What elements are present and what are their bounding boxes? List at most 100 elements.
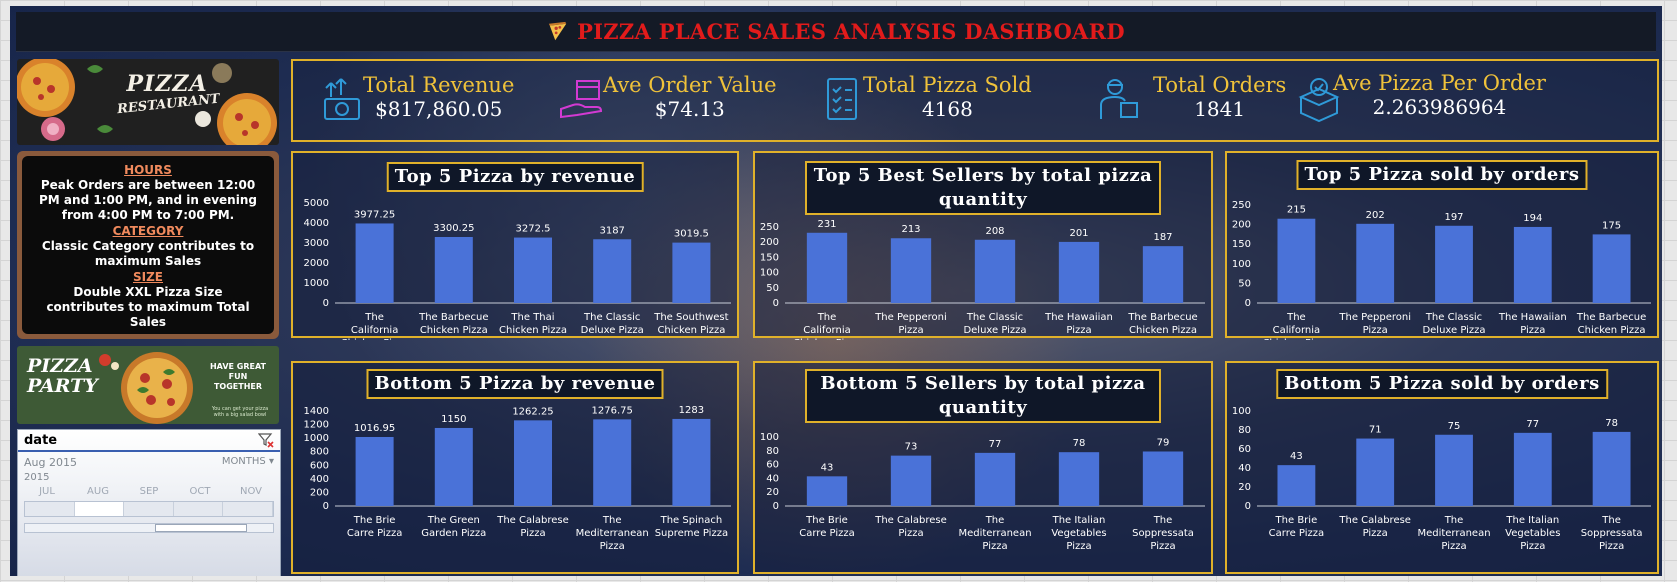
chart-bottom-orders: Bottom 5 Pizza sold by orders 0 20 40 60 80 1…	[1225, 361, 1659, 574]
y-tick-label: 0	[1245, 501, 1251, 512]
insights-panel: HOURS Peak Orders are between 12:00 PM a…	[17, 151, 279, 339]
y-tick-label: 20	[766, 487, 779, 498]
pizza-party-illustration	[99, 352, 193, 424]
kpi-ave-order-value: Ave Order Value $74.13	[603, 73, 777, 121]
bar	[1513, 432, 1552, 506]
chart-svg: 0 1000 2000 3000 4000 5000 3977.25 The Californi…	[304, 198, 731, 340]
category-label: California	[803, 325, 851, 336]
bar	[1435, 225, 1473, 303]
category-label: Soppressata	[1132, 528, 1194, 539]
chart-title: Top 5 Pizza by revenue	[386, 162, 644, 192]
y-tick-label: 50	[1238, 278, 1251, 289]
timeline-period-bar[interactable]	[24, 501, 274, 517]
category-label: The Italian	[1505, 515, 1559, 526]
category-label: The	[364, 312, 384, 323]
category-label: Deluxe Pizza	[1422, 325, 1485, 336]
y-tick-label: 150	[760, 252, 779, 263]
category-label: Soppressata	[1581, 528, 1643, 539]
category-label: The Thai	[510, 312, 554, 323]
y-tick-label: 0	[1245, 298, 1251, 309]
data-label: 71	[1369, 425, 1382, 436]
kpi-label: Total Orders	[1153, 73, 1287, 97]
data-label: 3977.25	[354, 209, 395, 220]
timeline-scrollbar[interactable]	[24, 523, 274, 533]
chart-title: Top 5 Pizza sold by orders	[1296, 160, 1588, 190]
y-tick-label: 1000	[304, 278, 329, 289]
hours-text: Peak Orders are between 12:00 PM and 1:0…	[39, 178, 257, 222]
category-label: The	[817, 312, 837, 323]
y-tick-label: 250	[760, 222, 779, 233]
y-tick-label: 150	[1232, 239, 1251, 250]
y-tick-label: 1000	[304, 433, 329, 444]
timeline-cell-sep[interactable]	[124, 502, 174, 516]
time-level-dropdown[interactable]: MONTHS ▾	[222, 456, 274, 469]
y-tick-label: 0	[773, 298, 779, 309]
party-title: PIZZA PARTY	[27, 356, 98, 396]
timeline-cell-nov[interactable]	[223, 502, 273, 516]
size-heading: SIZE	[132, 270, 163, 284]
category-label: The Brie	[805, 515, 848, 526]
category-label: Mediterranean	[958, 528, 1031, 539]
data-label: 78	[1605, 418, 1618, 429]
timeline-month-label: OCT	[189, 486, 211, 497]
category-label: Carre Pizza	[799, 528, 854, 539]
timeline-cell-jul[interactable]	[25, 502, 75, 516]
pizza-restaurant-banner: PIZZA RESTAURANT	[17, 59, 279, 145]
delivery-man-icon	[1100, 79, 1138, 119]
bar	[1277, 218, 1316, 303]
category-label: Chicken Pizza	[420, 325, 488, 336]
bar	[672, 242, 711, 303]
filter-clear-icon[interactable]	[257, 432, 274, 448]
data-label: 215	[1287, 205, 1306, 216]
category-label: Mediterranean	[1417, 528, 1490, 539]
category-label: Chicken Pizza	[499, 325, 567, 336]
category-label: Deluxe Pizza	[581, 325, 644, 336]
kpi-strip: Total Revenue $817,860.05 Ave Order Valu…	[291, 59, 1659, 142]
party-line-2: PARTY	[27, 375, 98, 397]
kpi-value: 4168	[921, 97, 973, 121]
data-label: 201	[1069, 228, 1088, 239]
y-tick-label: 5000	[304, 198, 329, 209]
party-small-text: You can get your pizza with a big salad …	[211, 406, 269, 418]
bar	[1356, 223, 1395, 303]
timeline-header: date	[18, 430, 280, 452]
bar	[434, 236, 473, 303]
category-label: The Calabrese	[496, 515, 569, 526]
date-timeline-slicer[interactable]: date Aug 2015 MONTHS ▾ 2015 JUL AUG SEP …	[17, 429, 281, 576]
category-label: Mediterranean	[576, 528, 649, 539]
y-tick-label: 200	[760, 237, 779, 248]
size-text: Double XXL Pizza Size contributes to max…	[46, 285, 250, 329]
y-tick-label: 50	[766, 283, 779, 294]
category-label: Carre Pizza	[347, 528, 402, 539]
category-label: Pizza	[1520, 541, 1545, 552]
category-label: Pizza	[600, 541, 625, 552]
kpi-label: Total Revenue	[363, 73, 515, 97]
bar	[806, 476, 848, 506]
category-label: The Brie	[1275, 515, 1318, 526]
bar	[890, 238, 932, 303]
category-label: Chicken Pizza	[1262, 338, 1330, 340]
data-label: 73	[905, 442, 918, 453]
timeline-scroll-thumb[interactable]	[155, 524, 247, 532]
data-label: 78	[1073, 438, 1086, 449]
timeline-title: date	[24, 432, 58, 448]
dashboard: PIZZA PLACE SALES ANALYSIS DASHBOARD PIZ…	[10, 6, 1662, 576]
kpi-label: Total Pizza Sold	[863, 73, 1032, 97]
timeline-cell-aug-selected[interactable]	[74, 502, 125, 516]
pizza-party-banner: PIZZA PARTY HAVE GREAT FUN TOGETHER You …	[17, 346, 279, 424]
data-label: 194	[1523, 213, 1542, 224]
y-tick-label: 800	[310, 447, 329, 458]
data-label: 77	[989, 439, 1002, 450]
data-label: 202	[1366, 210, 1385, 221]
category-label: The	[1601, 515, 1621, 526]
category-label: Chicken Pizza	[657, 325, 725, 336]
bar	[1142, 451, 1184, 506]
data-label: 213	[901, 224, 920, 235]
category-label: The Italian	[1052, 515, 1106, 526]
y-tick-label: 40	[766, 473, 779, 484]
category-label: Vegetables	[1505, 528, 1560, 539]
data-label: 3272.5	[516, 224, 551, 235]
data-label: 1276.75	[592, 405, 633, 416]
timeline-cell-oct[interactable]	[174, 502, 224, 516]
bar	[1277, 465, 1316, 506]
